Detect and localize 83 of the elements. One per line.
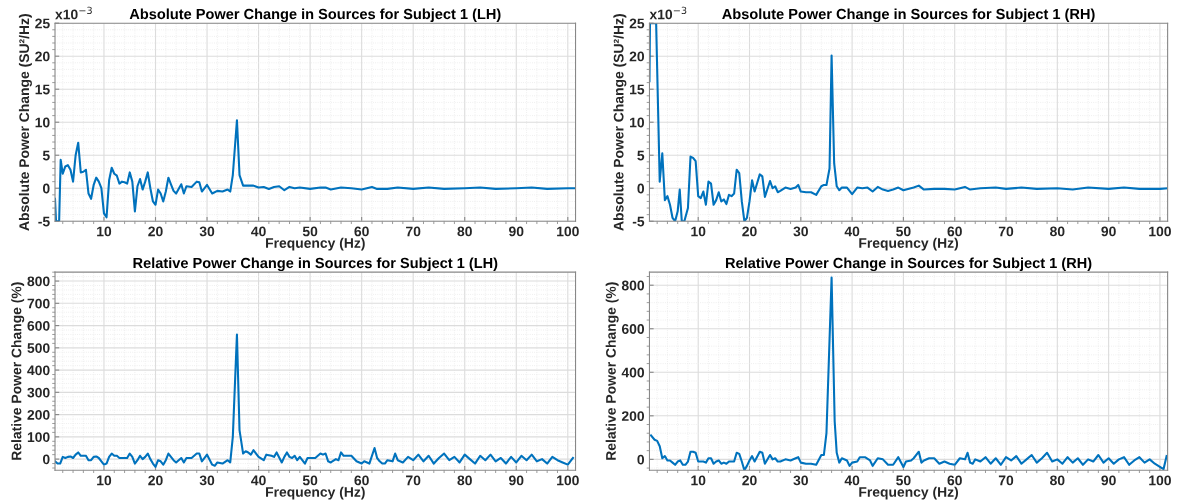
x-tick-label: 50 <box>302 475 318 486</box>
x-tick-label: 90 <box>1101 475 1116 486</box>
x-tick-label: 10 <box>97 475 112 486</box>
x-tick-label: 30 <box>199 475 215 486</box>
x-tick-label: 100 <box>557 226 579 237</box>
x-tick-label: 100 <box>557 475 579 486</box>
chart-title: Relative Power Change in Sources for Subject 1 (LH) <box>133 257 498 272</box>
y-tick-label: 15 <box>630 84 645 95</box>
chart-title: Absolute Power Change in Sources for Subject 1 (RH) <box>722 8 1095 23</box>
x-tick-label: 30 <box>199 226 215 237</box>
x-tick-label: 80 <box>457 226 472 237</box>
x-tick-label: 80 <box>1050 226 1065 237</box>
x-tick-label: 10 <box>691 475 706 486</box>
x-tick-label: 40 <box>251 475 266 486</box>
x-tick-label: 90 <box>1101 226 1116 237</box>
x-tick-label: 40 <box>844 475 860 486</box>
y-tick-label: 20 <box>629 51 645 62</box>
x-tick-label: 90 <box>509 475 524 486</box>
x-axis-title: Frequency (Hz) <box>859 237 959 251</box>
text: x10$^{−3}$ <box>55 6 92 20</box>
y-tick-label: 300 <box>27 387 50 398</box>
x-tick-label: 50 <box>302 226 318 237</box>
x-tick-label: 50 <box>896 226 911 237</box>
x-tick-label: 40 <box>844 226 860 237</box>
y-tick-label: 400 <box>621 367 645 378</box>
x-axis-title: Frequency (Hz) <box>859 486 959 500</box>
y-tick-label: 0 <box>637 454 645 465</box>
x-axis-title: Frequency (Hz) <box>266 486 365 500</box>
y-axis-title: Relative Power Change (%) <box>11 282 25 460</box>
x-tick-label: 10 <box>691 226 706 237</box>
y-tick-label: 600 <box>27 320 50 331</box>
y-tick-label: -5 <box>38 216 50 227</box>
x-tick-label: 60 <box>947 226 962 237</box>
x-tick-label: 100 <box>1149 475 1171 486</box>
y-tick-label: 15 <box>35 84 50 95</box>
y-axis-title: Absolute Power Change (SU²/Hz) <box>18 14 32 231</box>
y-tick-label: 10 <box>35 117 50 128</box>
y-tick-label: 5 <box>637 150 645 161</box>
x-tick-label: 50 <box>896 475 911 486</box>
x-tick-label: 20 <box>742 226 757 237</box>
x-tick-label: 30 <box>793 226 808 237</box>
y-tick-label: -5 <box>632 216 645 227</box>
y-tick-label: 5 <box>42 150 50 161</box>
x-tick-label: 20 <box>148 226 163 237</box>
y-tick-label: 400 <box>27 365 50 376</box>
y-tick-label: 20 <box>35 51 50 62</box>
y-axis-title: Relative Power Change (%) <box>605 282 619 460</box>
text: x10$^{−3}$ <box>649 6 687 20</box>
x-tick-label: 70 <box>998 475 1014 486</box>
y-tick-label: 500 <box>27 343 50 353</box>
y-tick-label: 800 <box>621 280 645 291</box>
x-tick-label: 80 <box>457 475 472 486</box>
x-tick-label: 20 <box>148 475 163 486</box>
y-tick-label: 200 <box>27 409 50 420</box>
x-tick-label: 20 <box>742 475 757 486</box>
y-tick-label: 25 <box>35 18 50 29</box>
chart-title: Relative Power Change in Sources for Subject 1 (RH) <box>725 257 1092 272</box>
x-tick-label: 10 <box>97 226 112 237</box>
y-tick-label: 600 <box>621 324 645 334</box>
line-series <box>649 23 1168 222</box>
x-tick-label: 60 <box>354 226 369 237</box>
y-tick-label: 0 <box>42 454 50 465</box>
x-tick-label: 90 <box>509 226 524 237</box>
y-tick-label: 0 <box>637 183 645 194</box>
y-tick-label: 200 <box>621 411 645 421</box>
x-tick-label: 100 <box>1149 226 1171 237</box>
x-tick-label: 40 <box>251 226 266 237</box>
y-tick-label: 0 <box>42 183 50 194</box>
x-tick-label: 60 <box>947 475 962 486</box>
y-tick-label: 25 <box>629 18 645 29</box>
x-tick-label: 70 <box>406 475 421 486</box>
x-tick-label: 60 <box>354 475 369 486</box>
y-tick-label: 800 <box>27 276 50 287</box>
y-axis-title: Absolute Power Change (SU²/Hz) <box>613 14 627 231</box>
x-tick-label: 70 <box>998 226 1014 237</box>
x-tick-label: 30 <box>793 475 808 486</box>
y-tick-label: 10 <box>630 117 645 128</box>
x-tick-label: 70 <box>406 226 421 237</box>
x-tick-label: 80 <box>1050 475 1065 486</box>
x-axis-title: Frequency (Hz) <box>266 237 365 251</box>
chart-title: Absolute Power Change in Sources for Subject 1 (LH) <box>129 8 501 23</box>
y-tick-label: 100 <box>27 432 50 443</box>
y-tick-label: 700 <box>27 298 50 309</box>
